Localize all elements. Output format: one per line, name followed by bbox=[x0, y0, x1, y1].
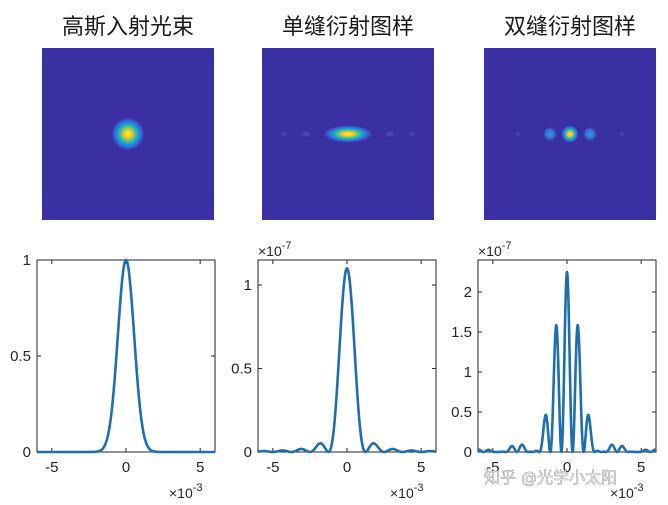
x-exponent-label: ×10-3 bbox=[169, 482, 203, 501]
panel-title-double-slit: 双缝衍射图样 bbox=[504, 15, 636, 40]
panel-title-gaussian: 高斯入射光束 bbox=[62, 15, 194, 40]
y-tick-label: 2 bbox=[464, 284, 472, 301]
y-tick-label: 0 bbox=[244, 444, 252, 461]
y-exponent-label: ×10-7 bbox=[478, 240, 512, 259]
central-fringe bbox=[561, 125, 579, 143]
series-line bbox=[477, 270, 657, 454]
side-lobe bbox=[279, 130, 289, 138]
watermark-text: 知乎 @光学小太阳 bbox=[484, 468, 617, 487]
x-tick-label: 5 bbox=[637, 459, 645, 476]
x-exponent-label: ×10-3 bbox=[390, 482, 424, 501]
outer-fringe bbox=[618, 130, 626, 138]
side-lobe bbox=[407, 130, 417, 138]
plot-frame bbox=[257, 259, 437, 453]
side-lobe bbox=[299, 129, 313, 139]
y-tick-label: 1 bbox=[244, 277, 252, 294]
x-exponent-label: ×10-3 bbox=[610, 482, 644, 501]
x-tick-label: 0 bbox=[563, 459, 571, 476]
heatmap-single-slit bbox=[262, 48, 434, 220]
side-fringe bbox=[582, 126, 598, 142]
series-line bbox=[36, 258, 216, 454]
y-tick-label: 0.5 bbox=[451, 404, 472, 421]
y-exponent-label: ×10-7 bbox=[258, 240, 292, 259]
series-line bbox=[257, 267, 437, 454]
y-tick-label: 1.5 bbox=[451, 324, 472, 341]
x-tick-label: -5 bbox=[45, 459, 58, 476]
y-tick-label: 0 bbox=[464, 444, 472, 461]
x-tick-label: 0 bbox=[343, 459, 351, 476]
side-fringe bbox=[542, 126, 558, 142]
x-tick-label: 5 bbox=[196, 459, 204, 476]
y-tick-label: 0 bbox=[23, 444, 31, 461]
y-tick-label: 1 bbox=[23, 252, 31, 269]
x-tick-label: -5 bbox=[266, 459, 279, 476]
y-tick-label: 0.5 bbox=[10, 348, 31, 365]
gaussian-spot bbox=[111, 117, 145, 151]
outer-fringe bbox=[514, 130, 522, 138]
x-tick-label: -5 bbox=[486, 459, 499, 476]
x-tick-label: 5 bbox=[417, 459, 425, 476]
panel-title-single-slit: 单缝衍射图样 bbox=[282, 15, 414, 40]
plot-frame bbox=[36, 259, 216, 453]
y-tick-label: 1 bbox=[464, 364, 472, 381]
line-plot-double-slit: -5 0 5 0 0.5 1 1.5 2 ×10-3 ×10-7 bbox=[451, 240, 657, 501]
central-fringe bbox=[323, 125, 373, 143]
line-plot-single-slit: -5 0 5 0 0.5 1 ×10-3 ×10-7 bbox=[231, 240, 437, 501]
heatmap-double-slit bbox=[484, 48, 656, 220]
side-lobe bbox=[383, 129, 397, 139]
heatmap-gaussian bbox=[42, 48, 214, 220]
line-plot-gaussian: -5 0 5 0 0.5 1 ×10-3 bbox=[10, 252, 216, 501]
x-tick-label: 0 bbox=[122, 459, 130, 476]
y-tick-label: 0.5 bbox=[231, 361, 252, 378]
